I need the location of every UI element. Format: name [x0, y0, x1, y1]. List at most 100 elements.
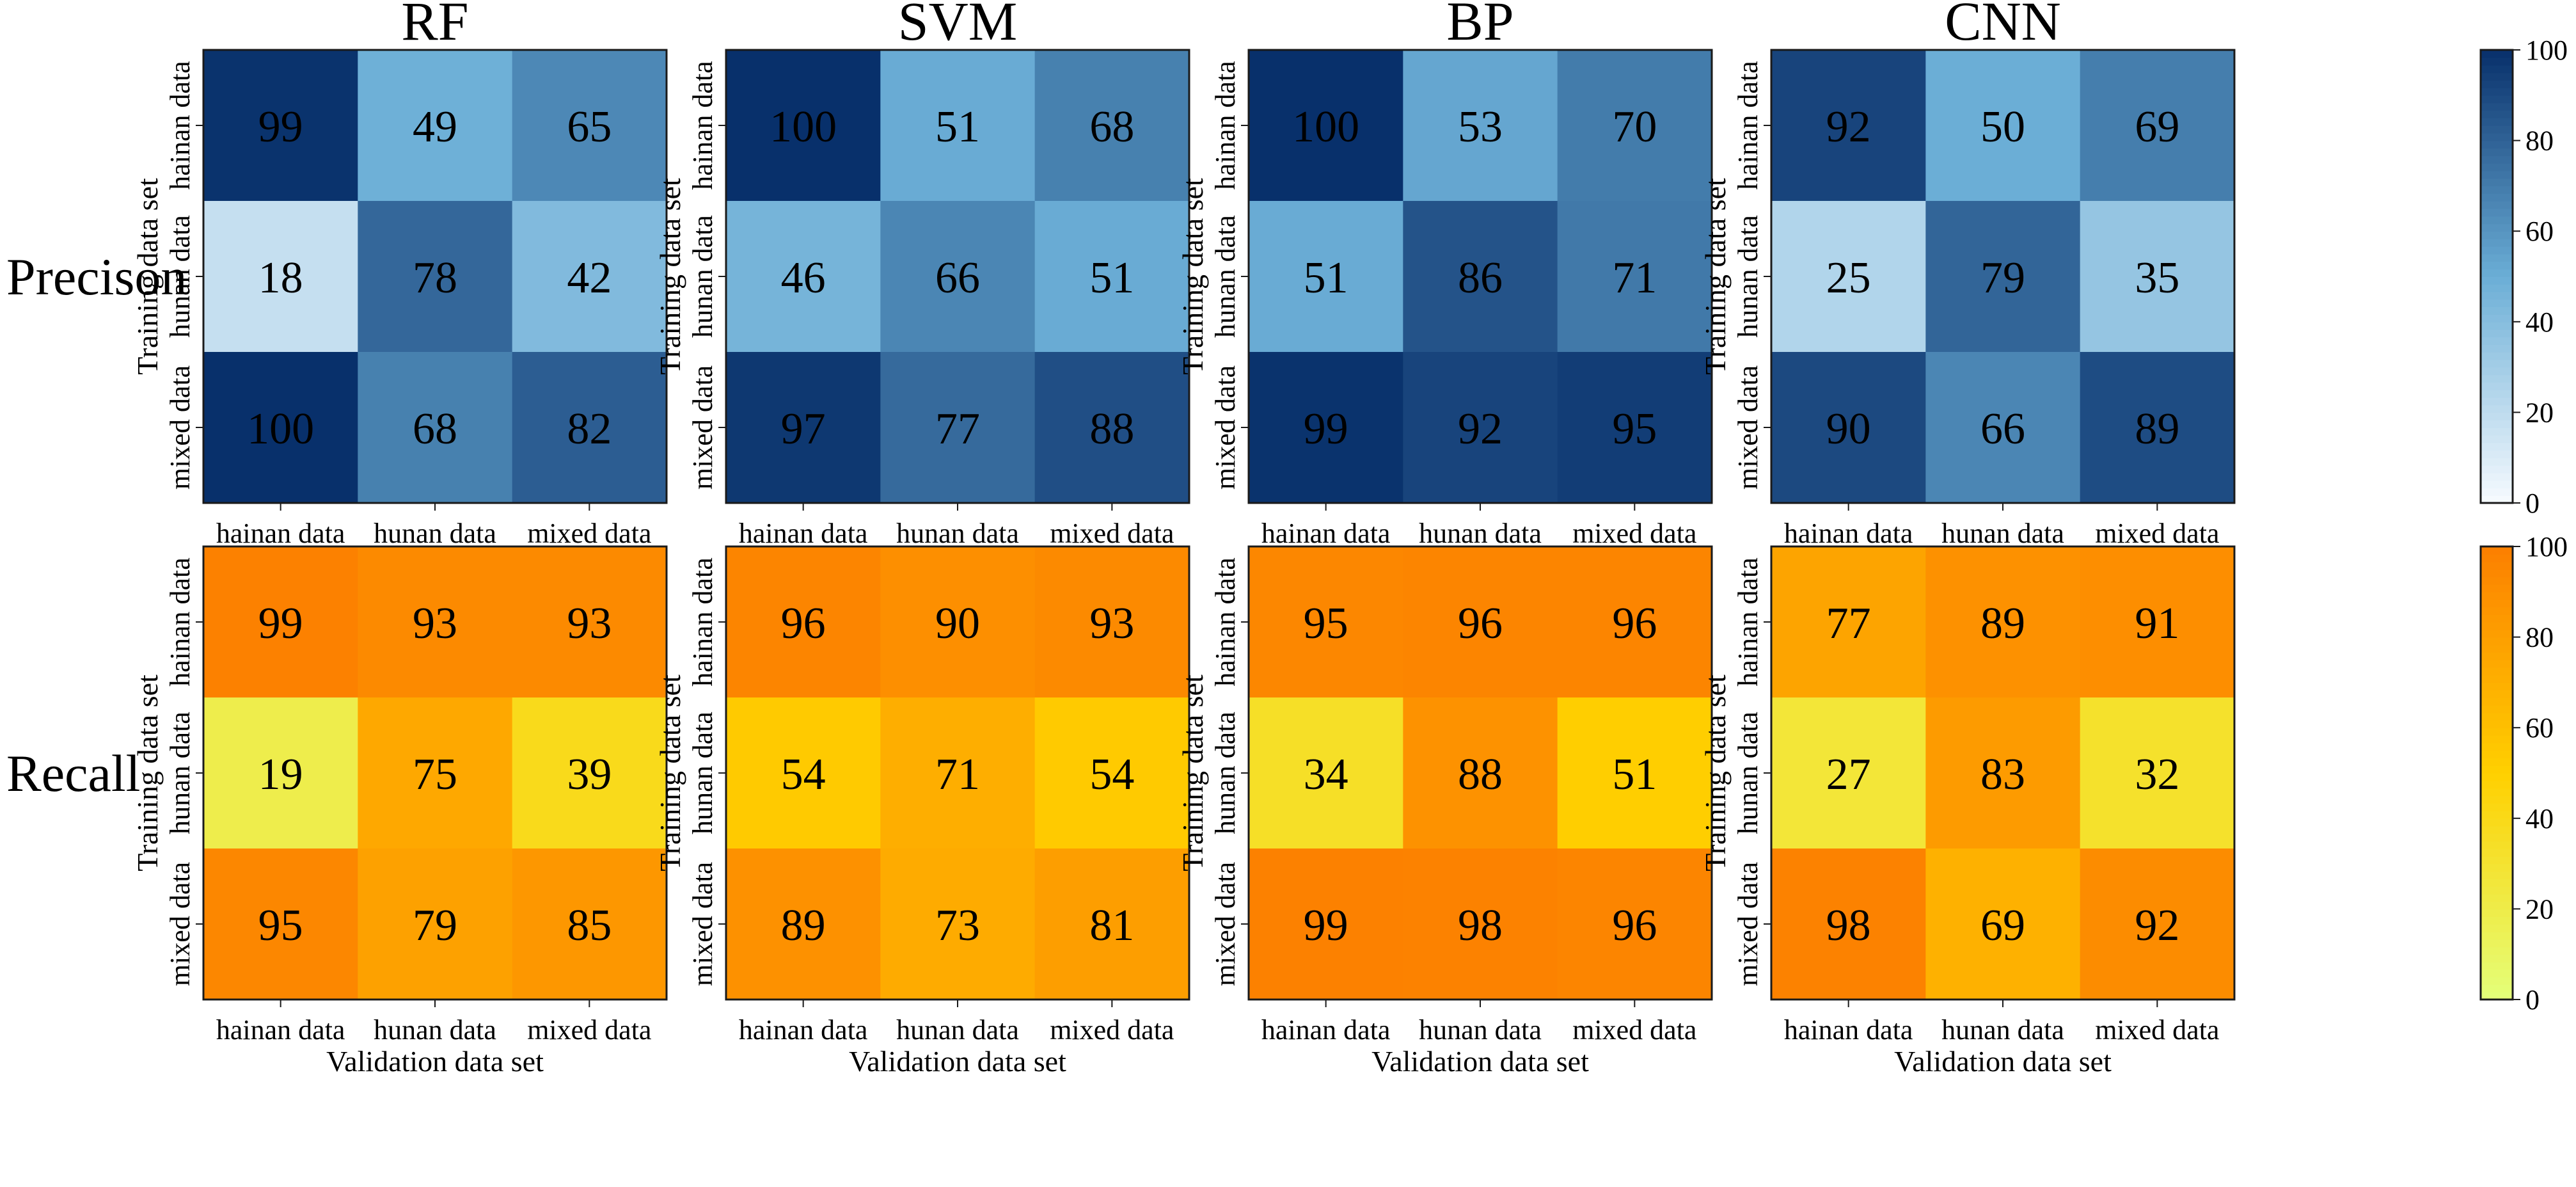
colorbar-segment	[2481, 705, 2513, 713]
heatmap-cell	[512, 546, 667, 698]
heatmap-cell	[358, 546, 513, 698]
heatmap-cell	[726, 352, 881, 504]
colorbar-tick-label: 20	[2525, 397, 2554, 428]
x-tick-label: hainan data	[216, 1014, 345, 1046]
colorbar-segment	[2481, 390, 2513, 398]
cell-value: 39	[567, 750, 612, 799]
heatmap-cell	[1403, 697, 1558, 849]
heatmap-cell	[203, 352, 358, 504]
colorbar-segment	[2481, 637, 2513, 646]
y-axis-label: Training data set	[1176, 674, 1209, 872]
colorbar-segment	[2481, 554, 2513, 562]
colorbar-segment	[2481, 110, 2513, 118]
heatmap-cell	[2080, 546, 2235, 698]
cell-value: 96	[1458, 599, 1503, 648]
heatmap-cell	[1034, 201, 1190, 353]
heatmap-cell	[1403, 546, 1558, 698]
y-axis-label: Training data set	[1176, 178, 1209, 375]
colorbar-segment	[2481, 480, 2513, 489]
cell-value: 54	[1089, 750, 1134, 799]
heatmap-cell	[1771, 546, 1926, 698]
y-tick-label: mixed data	[1732, 862, 1764, 986]
cell-value: 51	[1089, 253, 1134, 303]
cell-value: 90	[935, 599, 980, 648]
cell-value: 88	[1458, 750, 1503, 799]
colorbar-segment	[2481, 591, 2513, 600]
cell-value: 95	[258, 901, 303, 950]
colorbar-segment	[2481, 307, 2513, 315]
y-tick-label: hainan data	[687, 61, 718, 190]
heatmap-cell	[1925, 201, 2081, 353]
heatmap-cell	[512, 848, 667, 1000]
heatmap-cell	[1557, 848, 1712, 1000]
heatmap-cell	[1557, 352, 1712, 504]
colorbar-tick-label: 40	[2525, 803, 2554, 834]
colorbar-segment	[2481, 125, 2513, 134]
colorbar-segment	[2481, 697, 2513, 706]
colorbar-segment	[2481, 569, 2513, 577]
cell-value: 71	[1612, 253, 1657, 303]
y-tick-label: hunan data	[687, 215, 718, 338]
y-tick-label: hunan data	[1732, 712, 1764, 834]
heatmap-cell	[358, 848, 513, 1000]
colorbar-segment	[2481, 939, 2513, 948]
heatmap-cell	[512, 352, 667, 504]
cell-value: 68	[1089, 102, 1134, 152]
x-axis-label: Validation data set	[1894, 1045, 2112, 1078]
colorbar-segment	[2481, 276, 2513, 285]
heatmap-cell	[1557, 50, 1712, 202]
heatmap-cell	[1925, 848, 2081, 1000]
y-tick-label: hainan data	[1210, 557, 1241, 687]
colorbar-segment	[2481, 614, 2513, 623]
cell-value: 79	[1980, 253, 2025, 303]
colorbar-tick-label: 80	[2525, 125, 2554, 157]
colorbar-segment	[2481, 253, 2513, 262]
colorbar-segment	[2481, 314, 2513, 323]
colorbar-segment	[2481, 848, 2513, 857]
heatmap-cell	[726, 848, 881, 1000]
colorbar-segment	[2481, 909, 2513, 917]
y-axis-label: Training data set	[131, 674, 164, 872]
colorbar-segment	[2481, 239, 2513, 247]
colorbar-tick-label: 60	[2525, 216, 2554, 247]
colorbar-segment	[2481, 841, 2513, 849]
colorbar-segment	[2481, 931, 2513, 940]
heatmap-cell	[880, 848, 1036, 1000]
y-tick-label: hainan data	[164, 61, 196, 190]
colorbar-segment	[2481, 88, 2513, 96]
y-tick-label: hunan data	[687, 712, 718, 834]
colorbar-segment	[2481, 780, 2513, 789]
x-tick-label: mixed data	[2095, 518, 2219, 549]
colorbar-segment	[2481, 652, 2513, 660]
colorbar-segment	[2481, 863, 2513, 872]
x-tick-label: hainan data	[1261, 518, 1391, 549]
heatmap-cell	[1034, 50, 1190, 202]
heatmap-cell	[1925, 50, 2081, 202]
colorbar-segment	[2481, 216, 2513, 225]
cell-value: 51	[1304, 253, 1348, 303]
cell-value: 35	[2135, 253, 2179, 303]
colorbar-segment	[2481, 742, 2513, 751]
colorbar-segment	[2481, 712, 2513, 721]
colorbar-segment	[2481, 577, 2513, 585]
colorbar-segment	[2481, 472, 2513, 481]
colorbar-segment	[2481, 132, 2513, 141]
cell-value: 93	[567, 599, 612, 648]
colorbar-segment	[2481, 95, 2513, 104]
cell-value: 89	[2135, 404, 2179, 454]
cell-value: 96	[1612, 901, 1657, 950]
colorbar-segment	[2481, 329, 2513, 338]
cell-value: 77	[935, 404, 980, 454]
heatmap-cell	[203, 697, 358, 849]
colorbar-segment	[2481, 352, 2513, 360]
y-tick-label: hainan data	[687, 557, 718, 687]
cell-value: 92	[1826, 102, 1871, 152]
colorbar-tick-label: 80	[2525, 622, 2554, 653]
colorbar-segment	[2481, 916, 2513, 925]
cell-value: 85	[567, 901, 612, 950]
colorbar-segment	[2481, 434, 2513, 443]
cell-value: 71	[935, 750, 980, 799]
cell-value: 73	[935, 901, 980, 950]
cell-value: 42	[567, 253, 612, 303]
